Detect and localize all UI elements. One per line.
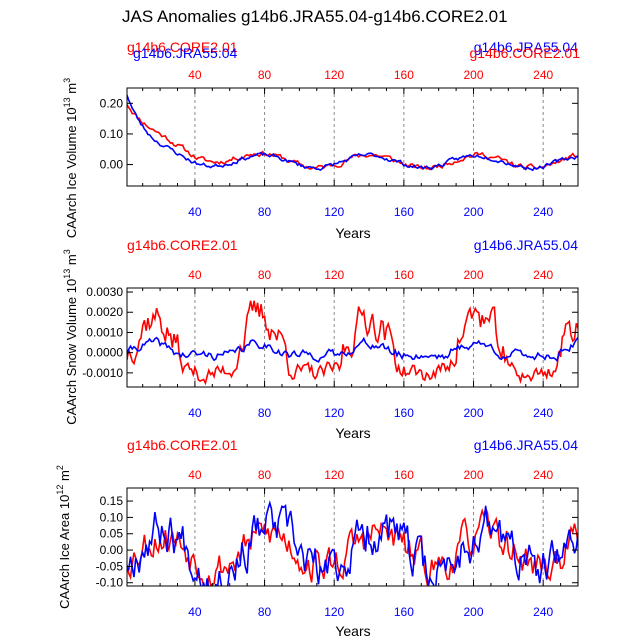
x-tick-label-bottom: 120 — [324, 605, 344, 619]
svg-text:CAArch Snow Volume 1013 m3: CAArch Snow Volume 1013 m3 — [62, 249, 79, 424]
x-tick-label-bottom: 120 — [324, 205, 344, 219]
x-tick-label-top: 40 — [188, 468, 202, 482]
x-tick-label-top: 160 — [394, 468, 414, 482]
legend-core2: g14b6.CORE2.01 — [127, 437, 238, 453]
x-tick-label-bottom: 160 — [394, 205, 414, 219]
y-tick-label: 0.05 — [100, 527, 124, 541]
x-tick-label-bottom: 200 — [464, 406, 484, 420]
series-line-g14b6.CORE2.01 — [127, 504, 578, 586]
legend-core2: g14b6.CORE2.01 — [127, 237, 238, 253]
legend-core2: g14b6.CORE2.01 — [127, 39, 238, 55]
x-tick-label-top: 120 — [324, 268, 344, 282]
chart-2: 40 40 80 80 120 120 160 160 200 200 240 240 0.15 0.10… — [96, 468, 579, 619]
x-tick-label-bottom: 240 — [533, 406, 553, 420]
x-tick-label-top: 120 — [324, 468, 344, 482]
y-tick-label: 0.15 — [100, 494, 124, 508]
x-axis-title: Years — [335, 623, 370, 638]
x-tick-label-bottom: 120 — [324, 406, 344, 420]
x-tick-label-top: 200 — [464, 468, 484, 482]
x-tick-label-bottom: 160 — [394, 406, 414, 420]
x-tick-label-bottom: 80 — [258, 605, 272, 619]
y-axis-title: CAArch Ice Area 1012 m2 — [55, 465, 72, 609]
chart-1: 40 40 80 80 120 120 160 160 200 200 240 240 0.0030 0.… — [82, 268, 579, 420]
x-tick-label-top: 80 — [258, 468, 272, 482]
x-axis-title: Years — [335, 425, 370, 441]
plot-frame — [126, 287, 579, 388]
figure-title: JAS Anomalies g14b6.JRA55.04-g14b6.CORE2… — [122, 7, 508, 26]
x-tick-label-bottom: 40 — [188, 406, 202, 420]
y-tick-label: 0.0010 — [86, 325, 123, 339]
series-line-g14b6.CORE2.01 — [127, 300, 578, 386]
y-tick-label: -0.0010 — [82, 366, 123, 380]
chart-0: 40 40 80 80 120 120 160 160 200 200 240 240 0.20 0.10… — [100, 68, 579, 219]
y-tick-label: 0.00 — [100, 543, 124, 557]
x-tick-label-top: 120 — [324, 68, 344, 82]
legend-jra55: g14b6.JRA55.04 — [133, 45, 238, 61]
x-tick-label-top: 240 — [533, 68, 553, 82]
x-tick-label-top: 40 — [188, 68, 202, 82]
x-tick-label-top: 240 — [533, 268, 553, 282]
x-tick-label-top: 200 — [464, 268, 484, 282]
x-tick-label-bottom: 200 — [464, 605, 484, 619]
y-tick-label: 0.10 — [100, 127, 124, 141]
y-tick-label: 0.0020 — [86, 305, 123, 319]
x-tick-label-top: 80 — [258, 68, 272, 82]
y-axis-title: CAArch Ice Volume 1013 m3 — [62, 78, 79, 238]
x-tick-label-bottom: 80 — [258, 406, 272, 420]
x-tick-label-bottom: 40 — [188, 605, 202, 619]
series-line-g14b6.JRA55.04 — [127, 336, 578, 363]
y-tick-label: 0.0000 — [86, 346, 123, 360]
charts-layer: 40 40 80 80 120 120 160 160 200 200 240 240 0.20 0.10… — [82, 68, 579, 619]
y-tick-label: -0.10 — [96, 576, 124, 590]
y-tick-label: 0.00 — [100, 158, 124, 172]
x-tick-label-top: 200 — [464, 68, 484, 82]
plot-frame — [126, 487, 579, 587]
legend-core2-right: g14b6.CORE2.01 — [469, 45, 580, 61]
x-tick-label-top: 80 — [258, 268, 272, 282]
series-line-g14b6.JRA55.04 — [127, 499, 578, 586]
x-tick-label-bottom: 240 — [533, 605, 553, 619]
x-tick-label-bottom: 80 — [258, 205, 272, 219]
legend-jra55-right: g14b6.JRA55.04 — [474, 39, 579, 55]
y-tick-label: -0.05 — [96, 559, 124, 573]
svg-text:CAArch Ice Volume 1013 m3: CAArch Ice Volume 1013 m3 — [62, 78, 79, 238]
legend-jra55: g14b6.JRA55.04 — [474, 437, 579, 453]
x-tick-label-bottom: 240 — [533, 205, 553, 219]
x-tick-label-top: 40 — [188, 268, 202, 282]
y-tick-label: 0.0030 — [86, 285, 123, 299]
series-line-g14b6.JRA55.04 — [127, 94, 578, 172]
y-tick-label: 0.10 — [100, 510, 124, 524]
y-axis-title: CAArch Snow Volume 1013 m3 — [62, 249, 79, 424]
legend-jra55: g14b6.JRA55.04 — [474, 237, 579, 253]
plot-frame — [126, 87, 579, 187]
x-tick-label-bottom: 200 — [464, 205, 484, 219]
x-tick-label-bottom: 40 — [188, 205, 202, 219]
x-tick-label-top: 240 — [533, 468, 553, 482]
x-tick-label-bottom: 160 — [394, 605, 414, 619]
panel-ice-volume: g14b6.CORE2.01 g14b6.JRA55.04 g14b6.JRA5… — [62, 39, 580, 241]
x-tick-label-top: 160 — [394, 68, 414, 82]
panel-snow-volume: g14b6.CORE2.01 g14b6.JRA55.04 CAArch Sno… — [62, 237, 578, 441]
svg-text:CAArch Ice Area 1012 m2: CAArch Ice Area 1012 m2 — [55, 465, 72, 609]
x-axis-title: Years — [335, 225, 370, 241]
y-tick-label: 0.20 — [100, 96, 124, 110]
panel-ice-area: g14b6.CORE2.01 g14b6.JRA55.04 CAArch Ice… — [55, 437, 578, 638]
x-tick-label-top: 160 — [394, 268, 414, 282]
